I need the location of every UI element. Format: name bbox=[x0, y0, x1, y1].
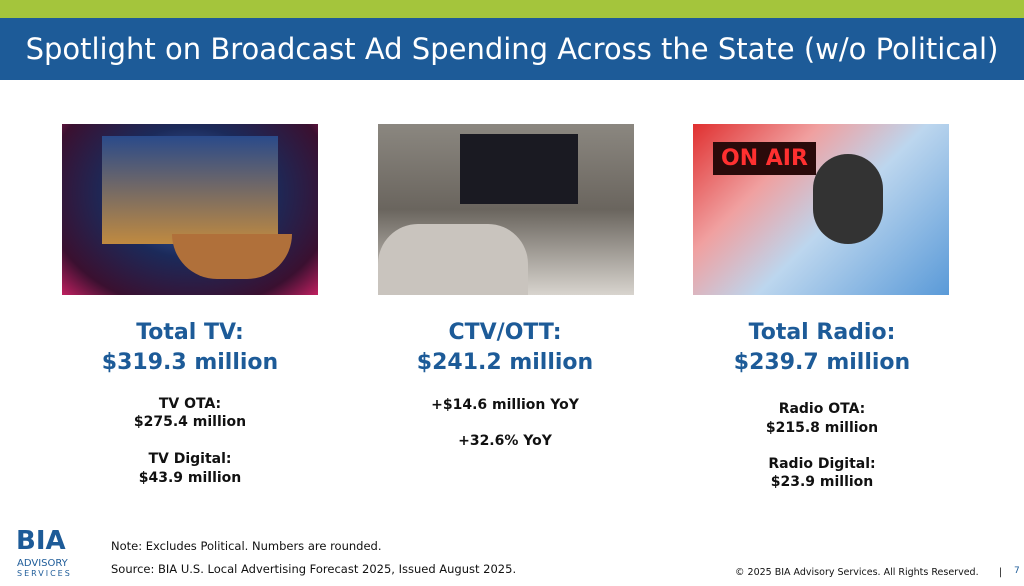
slide-title: Spotlight on Broadcast Ad Spending Acros… bbox=[25, 32, 999, 66]
logo-text: ADVISORY bbox=[17, 558, 68, 569]
ctv-screen bbox=[460, 134, 578, 204]
detail-label: +32.6% YoY bbox=[458, 433, 552, 449]
logo: BIA bbox=[16, 526, 66, 556]
source: Source: BIA U.S. Local Advertising Forec… bbox=[111, 562, 517, 576]
detail-value: $23.9 million bbox=[770, 474, 874, 490]
page-number: 7 bbox=[1014, 566, 1020, 576]
detail-label: TV OTA: bbox=[158, 396, 222, 412]
ctv-image bbox=[378, 124, 634, 295]
panel-heading: Total Radio: bbox=[748, 320, 896, 345]
copyright: © 2025 BIA Advisory Services. All Rights… bbox=[735, 567, 979, 578]
detail-label: +$14.6 million YoY bbox=[431, 397, 579, 413]
tv-image bbox=[62, 124, 318, 295]
panel-heading: Total TV: bbox=[136, 320, 244, 345]
on-air-sign: ON AIR bbox=[713, 142, 816, 175]
panel-amount: $319.3 million bbox=[101, 350, 279, 375]
panel-heading: CTV/OTT: bbox=[448, 320, 562, 345]
note: Note: Excludes Political. Numbers are ro… bbox=[111, 539, 382, 553]
accent-bar bbox=[0, 0, 1024, 18]
title-band bbox=[0, 18, 1024, 80]
radio-image: ON AIR bbox=[693, 124, 949, 295]
tv-screen bbox=[102, 136, 278, 244]
popcorn bbox=[172, 234, 292, 279]
detail-value: $43.9 million bbox=[138, 470, 242, 486]
detail-value: $215.8 million bbox=[765, 420, 879, 436]
panel-amount: $239.7 million bbox=[733, 350, 911, 375]
panel-amount: $241.2 million bbox=[416, 350, 594, 375]
separator: | bbox=[999, 567, 1003, 578]
detail-label: TV Digital: bbox=[148, 451, 232, 467]
logo-text: SERVICES bbox=[17, 569, 72, 578]
detail-label: Radio Digital: bbox=[768, 456, 876, 472]
detail-label: Radio OTA: bbox=[778, 401, 866, 417]
detail-value: $275.4 million bbox=[133, 414, 247, 430]
microphone bbox=[813, 154, 883, 244]
viewer bbox=[378, 224, 528, 295]
